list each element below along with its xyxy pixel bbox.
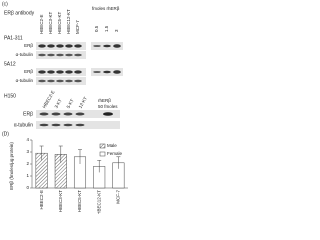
band	[51, 112, 61, 116]
band	[47, 53, 55, 57]
antibody-name: PA1-311	[4, 35, 23, 41]
band	[47, 44, 55, 48]
y-tick-label: 4	[26, 137, 29, 142]
y-tick-label: 2	[26, 161, 29, 166]
row-label: α-tubulin	[14, 122, 34, 128]
band	[65, 70, 73, 74]
band	[74, 44, 82, 48]
band	[103, 44, 111, 48]
x-tick-label: HBEC2-E	[39, 190, 44, 210]
antibody-name: H150	[4, 93, 16, 99]
band	[38, 70, 46, 74]
lane-label: HBEC2-E	[39, 14, 44, 34]
band	[56, 79, 64, 83]
row-label: ERβ	[24, 69, 33, 74]
band	[38, 53, 46, 57]
band	[63, 123, 73, 127]
x-tick-label: HBEC5-KT	[77, 190, 82, 213]
antibody-heading: ERβ antibody	[4, 10, 35, 16]
band	[56, 70, 64, 74]
band	[75, 123, 85, 127]
row-label: ERβ	[24, 43, 33, 48]
lane-label: HBEC3-KT	[48, 11, 53, 34]
band	[74, 53, 82, 57]
band	[39, 123, 49, 127]
standard-label: rhERβ	[98, 98, 111, 103]
band	[65, 53, 73, 57]
band	[38, 79, 46, 83]
band	[74, 79, 82, 83]
band	[51, 123, 61, 127]
band	[74, 70, 82, 74]
band	[93, 45, 101, 47]
antibody-name: 5A12	[4, 61, 16, 67]
band	[113, 44, 121, 48]
page: {"panel_c": {"label": "(c)", "antibody_l…	[2, 1, 128, 214]
band	[47, 79, 55, 83]
lane-label: HBEC5-KT	[57, 11, 62, 34]
band	[56, 53, 64, 57]
standard-label: fmoles rhERβ	[92, 6, 120, 11]
lane-label: 12-KT	[78, 96, 89, 109]
band	[38, 44, 46, 48]
y-tick-label: 1	[26, 173, 29, 178]
legend-swatch	[99, 151, 106, 157]
standard-label: 50 fmoles	[98, 104, 118, 109]
row-label: α-tubulin	[16, 52, 34, 57]
band	[103, 112, 113, 116]
row-label: ERβ	[23, 111, 33, 117]
legend-label: Male	[107, 143, 117, 148]
band	[63, 112, 73, 116]
band	[56, 44, 64, 48]
band	[47, 70, 55, 74]
x-tick-label: HBEC3-KT	[58, 190, 63, 213]
legend-swatch	[99, 143, 106, 149]
lane-label: HBEC12-KT	[66, 9, 71, 34]
standard-amount: 1.5	[104, 25, 109, 32]
band	[65, 79, 73, 83]
panel-label: (c)	[2, 1, 8, 7]
row-label: α-tubulin	[16, 78, 34, 83]
figure: (c) ERβ antibody fmoles rhERβ H150 rhERβ…	[2, 1, 128, 214]
band	[113, 70, 121, 74]
band	[93, 71, 101, 73]
band	[75, 112, 85, 116]
band	[39, 112, 49, 116]
band	[65, 44, 73, 48]
y-axis-label: ERβ (fmoles/μg protein)	[9, 142, 14, 190]
standard-amount: 0.5	[94, 25, 99, 32]
panel-label: (D)	[2, 131, 9, 137]
x-tick-label: HBEC12-KT	[96, 190, 101, 214]
legend-label: Female	[107, 151, 123, 156]
x-tick-label: MCF-7	[116, 190, 121, 204]
y-tick-label: 0	[26, 185, 29, 190]
lane-label: MCF-7	[75, 20, 80, 34]
lane-label: 5-KT	[66, 98, 75, 109]
lane-label: 3-KT	[54, 98, 63, 109]
standard-amount: 3	[114, 29, 119, 32]
y-tick-label: 3	[26, 149, 29, 154]
band	[103, 70, 111, 74]
